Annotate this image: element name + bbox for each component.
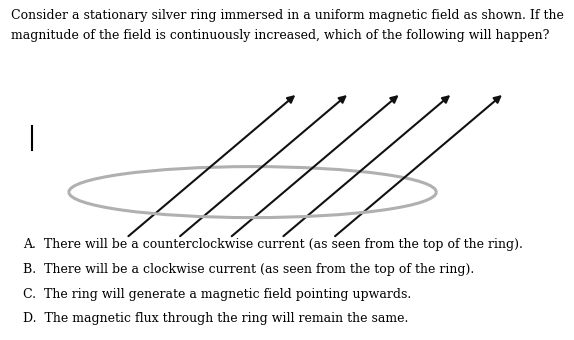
FancyArrowPatch shape (129, 97, 293, 236)
Text: C.  The ring will generate a magnetic field pointing upwards.: C. The ring will generate a magnetic fie… (23, 288, 411, 301)
FancyArrowPatch shape (284, 97, 448, 236)
Text: magnitude of the field is continuously increased, which of the following will ha: magnitude of the field is continuously i… (11, 29, 550, 42)
Text: D.  The magnetic flux through the ring will remain the same.: D. The magnetic flux through the ring wi… (23, 312, 408, 325)
Text: A.  There will be a counterclockwise current (as seen from the top of the ring).: A. There will be a counterclockwise curr… (23, 238, 523, 251)
Text: B.  There will be a clockwise current (as seen from the top of the ring).: B. There will be a clockwise current (as… (23, 263, 474, 276)
Text: Consider a stationary silver ring immersed in a uniform magnetic field as shown.: Consider a stationary silver ring immers… (11, 8, 564, 21)
FancyArrowPatch shape (232, 97, 397, 236)
FancyArrowPatch shape (180, 97, 345, 236)
FancyArrowPatch shape (335, 97, 500, 236)
